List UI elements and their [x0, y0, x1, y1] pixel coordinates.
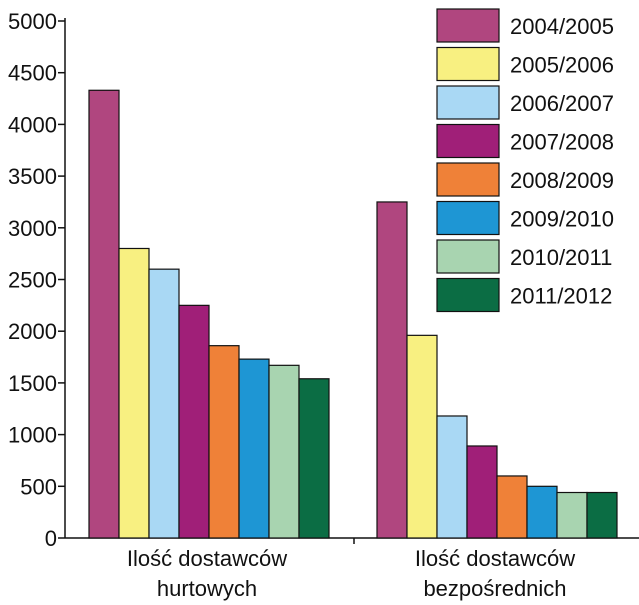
y-tick-label: 1500 — [8, 371, 57, 396]
bar-2008-2009-group-2 — [496, 475, 528, 539]
bar-2005-2006-group-1 — [118, 247, 150, 539]
legend-swatch — [436, 46, 500, 82]
bar-2006-2007-group-2 — [436, 415, 468, 539]
legend-label: 2006/2007 — [510, 91, 614, 116]
legend: 2004/2005 2005/2006 2006/2007 2007/2008 2008… — [436, 8, 614, 313]
y-axis: 0 500 1000 1500 2000 2500 3000 3500 4000 4500 5000 — [8, 9, 66, 551]
legend-swatch — [436, 123, 500, 159]
bar-2004-2005-group-1 — [88, 89, 120, 539]
y-tick-label: 4500 — [8, 61, 57, 86]
category-label: Ilość dostawców — [127, 546, 287, 571]
legend-swatch — [436, 162, 500, 197]
legend-label: 2009/2010 — [510, 207, 614, 232]
legend-label: 2011/2012 — [510, 284, 612, 309]
x-axis: Ilość dostawców hurtowych Ilość dostawców b… — [65, 537, 639, 601]
legend-swatch — [436, 200, 500, 236]
category-label: bezpośrednich — [423, 576, 566, 601]
legend-label: 2008/2009 — [510, 168, 614, 193]
legend-label: 2010/2011 — [510, 245, 612, 270]
bar-2010-2011-group-2 — [556, 491, 588, 539]
legend-label: 2004/2005 — [510, 14, 614, 39]
legend-swatch — [436, 277, 500, 313]
category-label: hurtowych — [157, 576, 257, 601]
legend-swatch — [436, 239, 500, 274]
bar-2007-2008-group-1 — [178, 304, 210, 539]
legend-swatch — [436, 85, 500, 120]
bar-2005-2006-group-2 — [406, 334, 438, 539]
bar-2004-2005-group-2 — [376, 201, 408, 539]
bar-2009-2010-group-1 — [238, 358, 270, 539]
y-tick-label: 2500 — [8, 268, 57, 293]
y-tick-label: 5000 — [8, 9, 57, 34]
y-tick-label: 500 — [20, 474, 57, 499]
y-tick-label: 4000 — [8, 112, 57, 137]
y-tick-label: 3000 — [8, 216, 57, 241]
bars — [88, 89, 618, 539]
bar-2011-2012-group-2 — [586, 491, 618, 539]
y-tick-label: 0 — [45, 526, 57, 551]
category-label: Ilość dostawców — [415, 546, 575, 571]
legend-swatch — [436, 8, 500, 43]
bar-2011-2012-group-1 — [298, 378, 330, 539]
bar-2009-2010-group-2 — [526, 485, 558, 539]
bar-2010-2011-group-1 — [268, 364, 300, 539]
y-tick-label: 3500 — [8, 164, 57, 189]
y-tick-label: 2000 — [8, 319, 57, 344]
bar-2007-2008-group-2 — [466, 445, 498, 539]
legend-label: 2007/2008 — [510, 130, 614, 155]
bar-2008-2009-group-1 — [208, 345, 240, 539]
legend-label: 2005/2006 — [510, 53, 614, 78]
y-tick-label: 1000 — [8, 423, 57, 448]
bar-2006-2007-group-1 — [148, 268, 180, 539]
